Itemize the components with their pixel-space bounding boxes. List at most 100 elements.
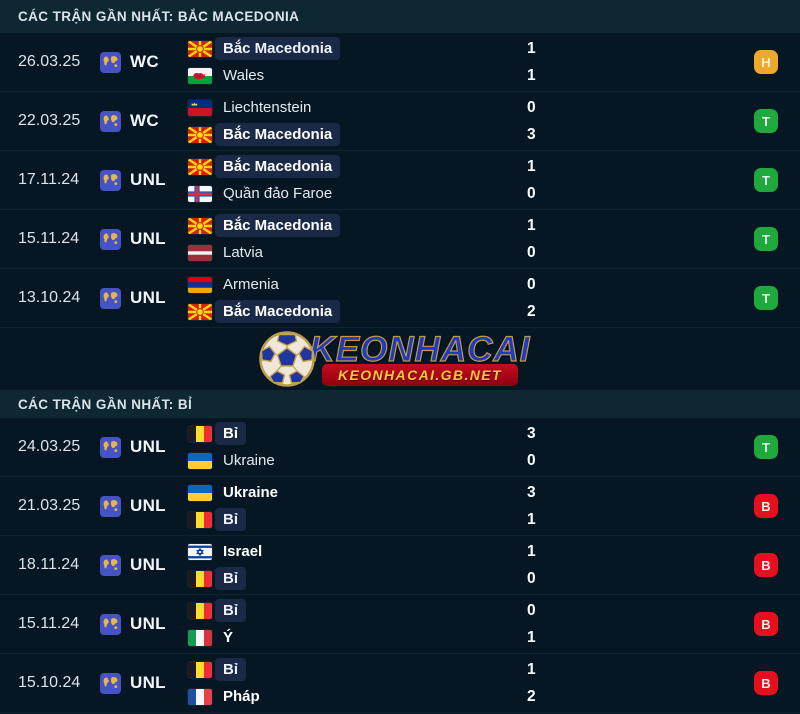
team-score: 0 <box>527 451 536 469</box>
competition: WC <box>100 110 188 132</box>
team-name: Israel <box>223 543 263 560</box>
match-date: 18.11.24 <box>18 556 80 573</box>
team-score: 1 <box>527 628 536 646</box>
flag-north-macedonia-icon <box>188 303 212 320</box>
team: Liechtenstein <box>188 96 527 119</box>
competition-label: UNL <box>130 437 166 456</box>
competition-label: UNL <box>130 170 166 189</box>
team-name: Bỉ <box>215 567 246 590</box>
competition: UNL <box>100 228 188 250</box>
team-score: 0 <box>527 601 536 619</box>
competition: UNL <box>100 495 188 517</box>
team: Latvia <box>188 241 527 264</box>
competition-label: UNL <box>130 288 166 307</box>
competition: WC <box>100 51 188 73</box>
team: Bắc Macedonia <box>188 214 527 237</box>
teams-block: Liechtenstein 0 Bắc Macedonia 3 <box>188 96 567 147</box>
team-score: 1 <box>527 216 536 234</box>
team-line: Quần đảo Faroe 0 <box>188 182 567 206</box>
match-date: 13.10.24 <box>18 289 81 306</box>
match-row[interactable]: 13.10.24 UNL Armenia 0 Bắc Macedonia 2 T <box>0 269 800 328</box>
team-score: 0 <box>527 98 536 116</box>
team-name: Bắc Macedonia <box>215 300 341 323</box>
competition: UNL <box>100 169 188 191</box>
match-row[interactable]: 18.11.24 UNL Israel 1 Bỉ 0 B <box>0 536 800 595</box>
match-row[interactable]: 22.03.25 WC Liechtenstein 0 Bắc Macedonia 3 T <box>0 92 800 151</box>
flag-belgium-icon <box>188 570 212 587</box>
match-row[interactable]: 17.11.24 UNL Bắc Macedonia 1 Quần đảo Faroe 0… <box>0 151 800 210</box>
result-badge: B <box>754 671 778 695</box>
world-map-icon <box>100 51 121 73</box>
team-line: Bỉ 0 <box>188 599 567 623</box>
competition-label: UNL <box>130 229 166 248</box>
team-score: 1 <box>527 542 536 560</box>
team-score: 1 <box>527 39 536 57</box>
section-header-belgium: CÁC TRẬN GẦN NHẤT: BỈ <box>0 390 800 418</box>
competition-label: UNL <box>130 673 166 692</box>
team-name: Wales <box>223 67 265 84</box>
world-map-icon <box>100 287 121 309</box>
result-badge: T <box>754 109 778 133</box>
competition: UNL <box>100 672 188 694</box>
team-name: Bỉ <box>215 599 246 622</box>
match-row[interactable]: 15.10.24 UNL Bỉ 1 Pháp 2 B <box>0 654 800 713</box>
match-date: 26.03.25 <box>18 53 81 70</box>
teams-block: Armenia 0 Bắc Macedonia 2 <box>188 273 567 324</box>
team-line: Liechtenstein 0 <box>188 96 567 120</box>
teams-block: Bắc Macedonia 1 Latvia 0 <box>188 214 567 265</box>
team-line: Bỉ 3 <box>188 422 567 446</box>
team-name: Bỉ <box>215 422 246 445</box>
teams-block: Bỉ 3 Ukraine 0 <box>188 422 567 473</box>
match-date: 24.03.25 <box>18 438 81 455</box>
match-row[interactable]: 15.11.24 UNL Bỉ 0 Ý 1 B <box>0 595 800 654</box>
logo-wordmark: KEONHACAI <box>309 330 531 369</box>
flag-north-macedonia-icon <box>188 158 212 175</box>
flag-france-icon <box>188 688 212 705</box>
team: Wales <box>188 64 527 87</box>
team-line: Ukraine 0 <box>188 449 567 473</box>
team-line: Bắc Macedonia 1 <box>188 37 567 61</box>
match-row[interactable]: 24.03.25 UNL Bỉ 3 Ukraine 0 T <box>0 418 800 477</box>
world-map-icon <box>100 613 121 635</box>
teams-block: Bỉ 1 Pháp 2 <box>188 658 567 709</box>
team-line: Israel 1 <box>188 540 567 564</box>
match-row[interactable]: 15.11.24 UNL Bắc Macedonia 1 Latvia 0 T <box>0 210 800 269</box>
world-map-icon <box>100 436 121 458</box>
match-row[interactable]: 21.03.25 UNL Ukraine 3 Bỉ 1 B <box>0 477 800 536</box>
flag-north-macedonia-icon <box>188 40 212 57</box>
team-line: Bắc Macedonia 1 <box>188 155 567 179</box>
team-line: Bỉ 0 <box>188 567 567 591</box>
logo-domain-pill: KEONHACAI.GB.NET <box>322 364 518 386</box>
team: Bỉ <box>188 658 527 681</box>
flag-latvia-icon <box>188 244 212 261</box>
team-score: 1 <box>527 66 536 84</box>
flag-ukraine-icon <box>188 452 212 469</box>
team-score: 3 <box>527 125 536 143</box>
team-line: Bắc Macedonia 2 <box>188 300 567 324</box>
team-line: Bắc Macedonia 3 <box>188 123 567 147</box>
team-name: Bắc Macedonia <box>215 155 341 178</box>
team: Ukraine <box>188 481 527 504</box>
result-badge: T <box>754 227 778 251</box>
match-date: 15.11.24 <box>18 230 80 247</box>
team: Bỉ <box>188 508 527 531</box>
team-line: Armenia 0 <box>188 273 567 297</box>
competition: UNL <box>100 287 188 309</box>
world-map-icon <box>100 169 121 191</box>
competition-label: UNL <box>130 614 166 633</box>
world-map-icon <box>100 228 121 250</box>
section-header-north-macedonia: CÁC TRẬN GẦN NHẤT: BẮC MACEDONIA <box>0 0 800 33</box>
team-line: Wales 1 <box>188 64 567 88</box>
world-map-icon <box>100 672 121 694</box>
section-rows-belgium: 24.03.25 UNL Bỉ 3 Ukraine 0 T 21.03.25 UNL Ukrain… <box>0 418 800 713</box>
team-name: Ukraine <box>223 452 275 469</box>
watermark-band: KEONHACAI KEONHACAI.GB.NET <box>0 328 800 390</box>
match-row[interactable]: 26.03.25 WC Bắc Macedonia 1 Wales 1 H <box>0 33 800 92</box>
team-score: 1 <box>527 510 536 528</box>
flag-belgium-icon <box>188 425 212 442</box>
team: Bỉ <box>188 567 527 590</box>
flag-ukraine-icon <box>188 484 212 501</box>
team: Pháp <box>188 685 527 708</box>
